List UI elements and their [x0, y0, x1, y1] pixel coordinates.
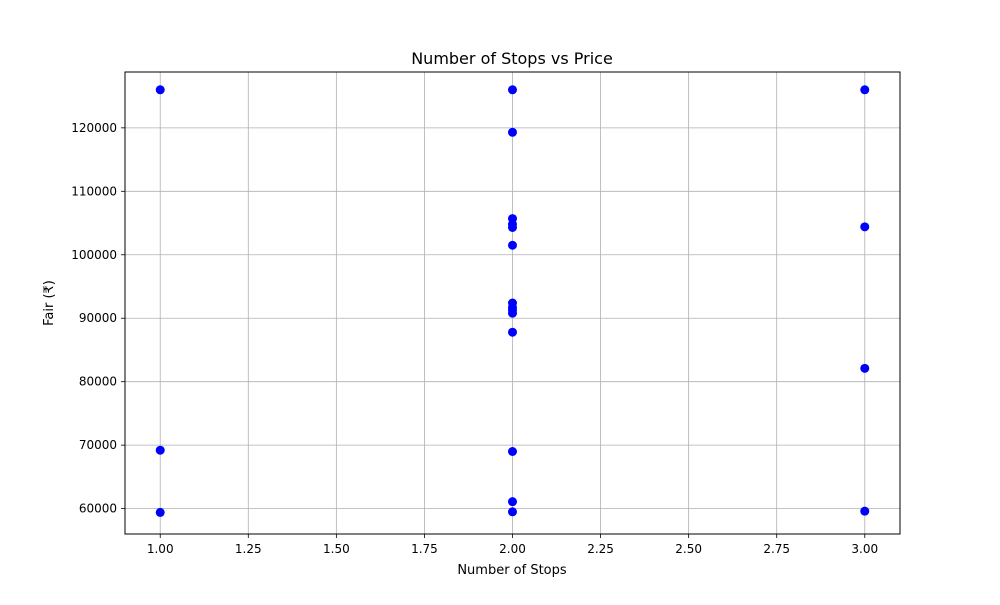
y-axis-ticks: 60000 70000 80000 90000 100000 110000 120000: [71, 121, 125, 516]
y-tick-label: 60000: [79, 502, 117, 516]
x-tick-label: 2.25: [587, 542, 614, 556]
data-point: [508, 127, 517, 137]
y-tick-label: 90000: [79, 311, 117, 325]
data-point: [508, 308, 517, 318]
data-point: [155, 507, 165, 517]
data-point: [508, 222, 517, 232]
data-point: [860, 363, 870, 373]
x-axis-label: Number of Stops: [457, 563, 567, 578]
data-point: [860, 85, 870, 95]
x-tick-label: 2.75: [763, 542, 790, 556]
y-tick-label: 110000: [71, 184, 117, 198]
data-point: [508, 327, 517, 337]
x-tick-label: 2.50: [675, 542, 702, 556]
x-tick-label: 1.00: [147, 542, 174, 556]
y-tick-label: 70000: [79, 438, 117, 452]
data-point: [155, 85, 165, 95]
x-tick-label: 1.25: [235, 542, 262, 556]
data-point: [155, 445, 165, 455]
data-point: [860, 222, 870, 232]
data-point: [508, 240, 517, 250]
x-axis-ticks: 1.00 1.25 1.50 1.75 2.00 2.25 2.50 2.75 3.00: [147, 534, 878, 556]
data-points: [155, 85, 870, 517]
data-point: [508, 507, 517, 517]
data-point: [508, 85, 517, 95]
x-tick-label: 3.00: [851, 542, 878, 556]
x-tick-label: 2.00: [499, 542, 526, 556]
x-tick-label: 1.75: [411, 542, 438, 556]
x-tick-label: 1.50: [323, 542, 350, 556]
y-tick-label: 120000: [71, 121, 117, 135]
data-point: [860, 506, 870, 516]
data-point: [508, 447, 517, 456]
y-tick-label: 80000: [79, 375, 117, 389]
data-point: [508, 497, 517, 507]
y-axis-label: Fair (₹): [42, 280, 57, 326]
y-tick-label: 100000: [71, 248, 117, 262]
chart-title: Number of Stops vs Price: [411, 49, 613, 68]
grid-lines: [125, 72, 900, 534]
